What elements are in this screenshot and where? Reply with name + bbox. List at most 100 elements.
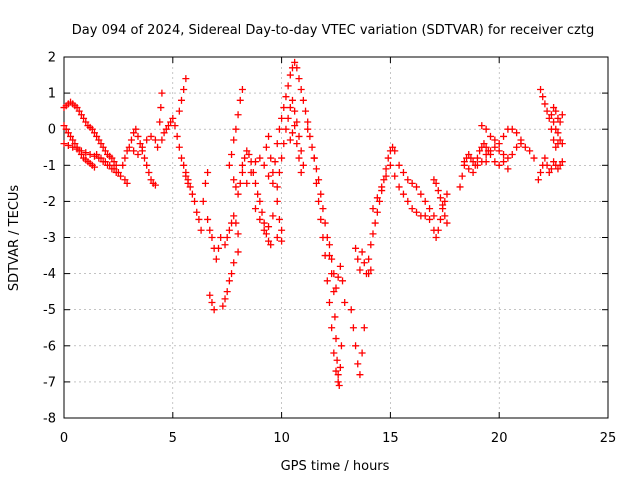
data-point [212, 255, 220, 263]
data-point [134, 150, 142, 158]
data-point [258, 208, 266, 216]
data-point [169, 114, 177, 122]
data-point [158, 136, 166, 144]
data-point [382, 165, 390, 173]
y-tick-label: 0 [48, 123, 56, 138]
data-point [486, 132, 494, 140]
data-point [232, 219, 240, 227]
data-point [469, 169, 477, 177]
data-point [175, 107, 183, 115]
data-point [337, 342, 345, 350]
data-point [504, 154, 512, 162]
data-point [302, 107, 310, 115]
data-point [297, 169, 305, 177]
data-point [491, 143, 499, 151]
data-point [365, 270, 373, 278]
data-point [495, 147, 503, 155]
data-point [230, 259, 238, 267]
data-point [456, 183, 464, 191]
data-point [221, 241, 229, 249]
data-point [182, 75, 190, 83]
data-point [537, 85, 545, 93]
data-point [188, 190, 196, 198]
data-point [547, 111, 555, 119]
data-point [495, 140, 503, 148]
data-point [328, 324, 336, 332]
data-point [64, 129, 72, 137]
data-point [175, 143, 183, 151]
data-point [286, 104, 294, 112]
y-axis: -8 -7 -6 -5 -4 -3 -2 -1 0 1 2 [43, 51, 608, 427]
data-point [332, 335, 340, 343]
data-point [500, 150, 508, 158]
data-point [160, 129, 168, 137]
data-point [251, 205, 259, 213]
data-point [291, 122, 299, 130]
data-point [317, 190, 325, 198]
y-tick-label: -7 [43, 375, 56, 390]
data-point [101, 147, 109, 155]
data-point [293, 140, 301, 148]
data-point [108, 154, 116, 162]
data-point [157, 104, 165, 112]
data-point [386, 161, 394, 169]
x-axis-label: GPS time / hours [281, 459, 390, 474]
data-point [206, 291, 214, 299]
data-point [286, 71, 294, 79]
data-point [234, 248, 242, 256]
data-point [143, 161, 151, 169]
data-point [436, 215, 444, 223]
data-point [443, 190, 451, 198]
data-point [121, 176, 129, 184]
data-point [167, 118, 175, 126]
data-point [141, 154, 149, 162]
data-point [282, 93, 290, 101]
data-point [317, 215, 325, 223]
data-point [125, 143, 133, 151]
data-point [304, 125, 312, 133]
data-point [315, 197, 323, 205]
data-point [297, 147, 305, 155]
data-point [545, 169, 553, 177]
data-point [219, 302, 227, 310]
data-point [88, 125, 96, 133]
data-point [332, 367, 340, 375]
data-point [275, 169, 283, 177]
data-point [373, 208, 381, 216]
data-point [234, 230, 242, 238]
data-point [373, 194, 381, 202]
data-point [391, 147, 399, 155]
data-point [230, 212, 238, 220]
data-point [243, 147, 251, 155]
data-point [60, 122, 68, 130]
data-point [186, 183, 194, 191]
data-point [223, 234, 231, 241]
data-point [195, 215, 203, 223]
data-point [321, 252, 329, 260]
data-point [504, 165, 512, 173]
data-point [90, 163, 98, 171]
x-tick-label: 0 [60, 431, 68, 446]
data-point [64, 141, 72, 149]
data-point [369, 230, 377, 238]
data-point [354, 360, 362, 368]
data-point [273, 140, 281, 148]
data-point [86, 150, 94, 158]
data-point [267, 154, 275, 162]
data-point [541, 154, 549, 162]
data-point [352, 342, 360, 350]
data-point [537, 169, 545, 177]
data-point [288, 96, 296, 104]
data-point [382, 172, 390, 180]
data-point [473, 154, 481, 162]
data-point [269, 169, 277, 177]
grid [64, 57, 608, 418]
data-point [334, 273, 342, 281]
data-point [238, 161, 246, 169]
data-point [325, 241, 333, 249]
data-point [404, 176, 412, 184]
data-point [228, 270, 236, 278]
data-point [82, 149, 90, 157]
data-point [282, 125, 290, 133]
data-point [331, 313, 339, 321]
